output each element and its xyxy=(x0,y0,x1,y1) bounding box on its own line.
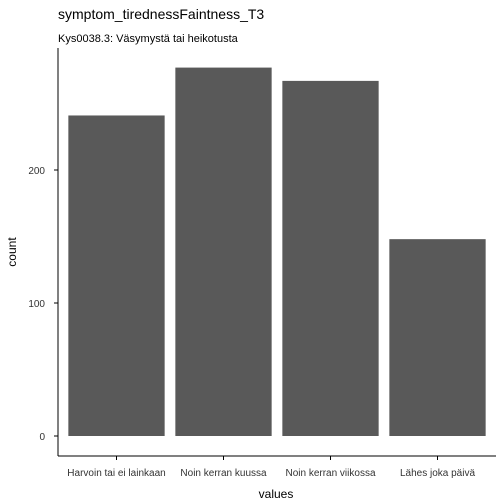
x-tick-label: Lähes joka päivä xyxy=(400,468,475,479)
bar xyxy=(389,239,486,436)
x-ticks-group: Harvoin tai ei lainkaan Noin kerran kuuss… xyxy=(67,456,475,479)
chart-subtitle: Kys0038.3: Väsymystä tai heikotusta xyxy=(58,33,239,45)
bars-group xyxy=(68,67,486,436)
y-tick-label: 100 xyxy=(28,299,45,310)
x-tick-label: Noin kerran kuussa xyxy=(180,468,267,479)
x-tick-label: Noin kerran viikossa xyxy=(285,468,375,479)
y-tick-label: 200 xyxy=(28,166,45,177)
y-tick-label: 0 xyxy=(39,432,45,443)
x-axis-title: values xyxy=(259,487,294,501)
bar xyxy=(68,115,165,436)
bar xyxy=(175,67,272,436)
y-ticks-group: 0 100 200 xyxy=(28,166,58,443)
chart-title: symptom_tirednessFaintness_T3 xyxy=(58,6,264,22)
x-tick-label: Harvoin tai ei lainkaan xyxy=(67,468,165,479)
bar xyxy=(282,80,379,436)
y-axis-title: count xyxy=(5,237,19,267)
